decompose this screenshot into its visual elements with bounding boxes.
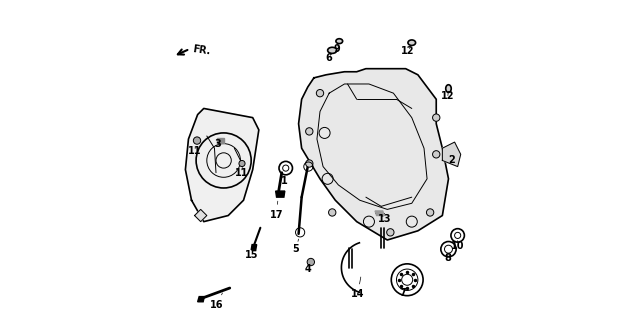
Text: 3: 3 [215,139,221,149]
Polygon shape [195,209,207,222]
Polygon shape [442,142,461,167]
Ellipse shape [336,39,342,44]
Circle shape [306,128,313,135]
Circle shape [433,114,440,121]
Ellipse shape [328,47,337,53]
Text: FR.: FR. [191,44,211,56]
Circle shape [239,160,245,167]
Text: 15: 15 [245,245,259,260]
Ellipse shape [445,85,451,92]
Circle shape [306,160,313,167]
Circle shape [316,90,324,97]
Polygon shape [251,245,257,250]
Text: 10: 10 [451,241,465,251]
Polygon shape [375,211,384,216]
Polygon shape [186,109,259,222]
Text: 14: 14 [351,277,364,300]
Text: 11: 11 [188,146,202,156]
Circle shape [328,209,336,216]
Circle shape [387,229,394,236]
Text: 17: 17 [269,201,283,220]
Text: 12: 12 [401,46,415,56]
Text: 9: 9 [333,44,340,54]
Text: 6: 6 [326,53,333,63]
Text: 12: 12 [441,90,454,100]
Circle shape [426,209,434,216]
Circle shape [193,137,201,144]
Text: 4: 4 [305,264,312,274]
Text: 2: 2 [448,154,455,164]
Ellipse shape [408,40,415,46]
Text: 5: 5 [292,239,300,254]
Text: 11: 11 [235,168,248,178]
Polygon shape [276,191,285,197]
Circle shape [307,258,314,266]
Polygon shape [299,69,449,240]
Polygon shape [198,297,204,302]
Polygon shape [217,138,223,143]
Circle shape [433,151,440,158]
Text: 16: 16 [210,293,223,310]
Text: 13: 13 [378,214,392,224]
Text: 1: 1 [281,176,287,186]
Text: 7: 7 [400,288,406,298]
Text: 8: 8 [444,253,451,263]
